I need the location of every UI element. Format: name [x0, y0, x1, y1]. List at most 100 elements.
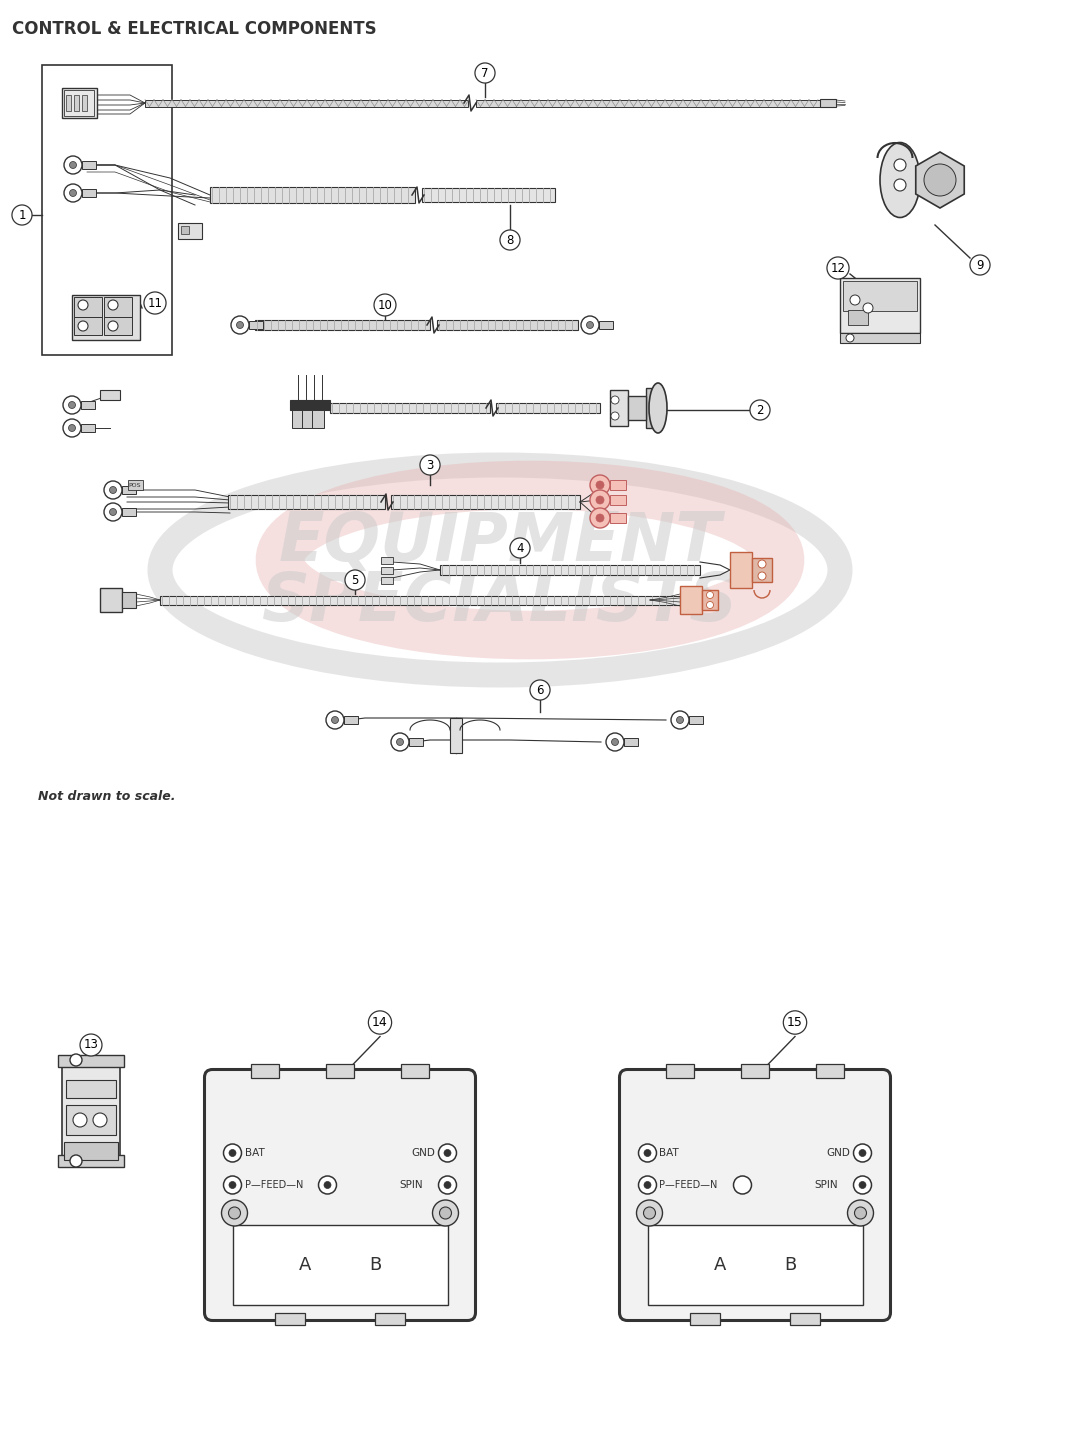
Bar	[74, 317, 102, 335]
Bar	[227, 494, 385, 509]
Circle shape	[324, 1181, 330, 1188]
Circle shape	[848, 1199, 873, 1227]
Bar	[72, 295, 139, 340]
Bar	[815, 1063, 844, 1078]
Bar	[255, 320, 430, 330]
Circle shape	[229, 1149, 236, 1156]
Bar	[374, 1313, 405, 1324]
Bar	[391, 494, 580, 509]
Bar	[74, 297, 102, 317]
Bar	[401, 1063, 429, 1078]
Circle shape	[78, 299, 88, 310]
Circle shape	[223, 1176, 241, 1194]
Text: A: A	[714, 1255, 726, 1274]
Circle shape	[853, 1176, 871, 1194]
Circle shape	[64, 183, 82, 202]
Bar	[312, 410, 324, 428]
Text: 12: 12	[831, 261, 846, 275]
Bar	[181, 226, 189, 234]
Text: BAT: BAT	[245, 1148, 264, 1158]
Bar	[275, 1313, 305, 1324]
Bar	[122, 486, 136, 494]
Circle shape	[63, 418, 80, 437]
Circle shape	[859, 1149, 866, 1156]
Circle shape	[70, 1055, 82, 1066]
Bar	[609, 390, 628, 426]
Bar	[840, 278, 920, 332]
Bar	[702, 590, 718, 610]
Circle shape	[612, 738, 618, 745]
Bar	[422, 188, 555, 202]
Text: 15: 15	[788, 1016, 803, 1029]
Text: P—FEED—N: P—FEED—N	[245, 1179, 303, 1189]
Circle shape	[596, 514, 604, 522]
Circle shape	[229, 1181, 236, 1188]
Circle shape	[104, 481, 122, 499]
Circle shape	[108, 321, 118, 331]
Bar	[64, 90, 94, 116]
Circle shape	[440, 1207, 452, 1219]
Circle shape	[64, 156, 82, 173]
Bar	[249, 321, 263, 330]
Bar	[646, 388, 658, 428]
Circle shape	[439, 1176, 456, 1194]
Circle shape	[587, 321, 593, 328]
Bar	[450, 718, 462, 752]
Bar	[689, 716, 703, 724]
Bar	[160, 596, 680, 605]
Text: 7: 7	[482, 66, 488, 79]
Bar	[74, 95, 79, 110]
Bar	[82, 189, 95, 196]
Circle shape	[758, 572, 766, 580]
Circle shape	[644, 1207, 656, 1219]
Circle shape	[70, 162, 76, 169]
Bar	[609, 494, 626, 504]
Text: 3: 3	[426, 459, 433, 471]
Circle shape	[854, 1207, 867, 1219]
Circle shape	[229, 1207, 240, 1219]
Bar	[62, 87, 97, 118]
Text: 14: 14	[372, 1016, 387, 1029]
Circle shape	[706, 602, 714, 609]
Bar	[67, 95, 71, 110]
Bar	[80, 424, 95, 431]
Bar	[82, 160, 95, 169]
Bar	[251, 1063, 279, 1078]
Bar	[624, 738, 638, 747]
Text: 13: 13	[84, 1039, 99, 1052]
Bar	[292, 410, 304, 428]
Bar	[302, 410, 314, 428]
Circle shape	[894, 159, 906, 171]
Bar	[82, 95, 87, 110]
Bar	[128, 480, 143, 490]
Circle shape	[73, 1113, 87, 1126]
Bar	[326, 1063, 354, 1078]
Ellipse shape	[880, 142, 920, 218]
Circle shape	[644, 1181, 651, 1188]
Bar	[104, 317, 132, 335]
Bar	[178, 224, 202, 239]
Circle shape	[580, 317, 599, 334]
Circle shape	[676, 716, 684, 724]
Circle shape	[638, 1144, 657, 1162]
Circle shape	[332, 716, 338, 724]
Bar	[628, 396, 646, 420]
Circle shape	[231, 317, 249, 334]
Text: P—FEED—N: P—FEED—N	[660, 1179, 718, 1189]
Text: 8: 8	[506, 234, 514, 246]
Circle shape	[93, 1113, 107, 1126]
Text: 4: 4	[516, 542, 524, 555]
Text: 5: 5	[351, 573, 358, 586]
Circle shape	[863, 302, 873, 312]
Bar	[80, 401, 95, 408]
Circle shape	[109, 509, 117, 516]
Circle shape	[606, 734, 624, 751]
Circle shape	[638, 1176, 657, 1194]
Circle shape	[223, 1144, 241, 1162]
Bar	[666, 1063, 694, 1078]
Bar	[104, 297, 132, 317]
Bar	[62, 1060, 120, 1159]
Circle shape	[78, 321, 88, 331]
Circle shape	[391, 734, 409, 751]
Circle shape	[70, 1155, 82, 1166]
